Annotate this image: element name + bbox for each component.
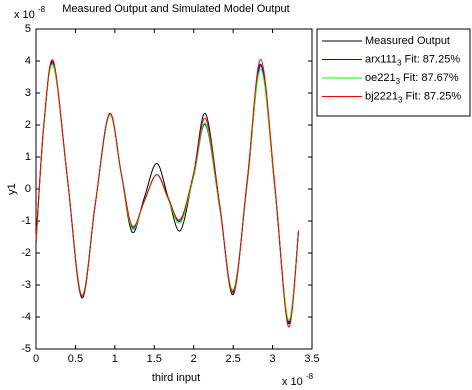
y-tick-label: -5 (21, 343, 31, 355)
series-line (35, 58, 300, 328)
x-tick-label: 2 (191, 353, 197, 365)
legend-label: Measured Output (365, 35, 450, 47)
legend-fit: Fit: 87.25% (406, 90, 462, 102)
y-tick-label: -4 (21, 311, 31, 323)
y-axis-label: y1 (6, 183, 18, 195)
x-multiplier: x 10 (282, 376, 303, 388)
x-tick-label: 3.5 (304, 353, 319, 365)
y-tick-label: 4 (25, 55, 31, 67)
y-exponent: -8 (38, 5, 46, 14)
legend-name: bj2221 (365, 90, 398, 102)
legend-subscript: 3 (396, 77, 401, 86)
legend-label: oe2213 Fit: 87.67% (365, 72, 459, 86)
y-tick-label: 1 (25, 151, 31, 163)
x-tick-label: 2.5 (225, 353, 240, 365)
y-tick-label: 0 (25, 183, 31, 195)
legend-name: oe221 (365, 72, 396, 84)
y-tick-label: -1 (21, 215, 31, 227)
x-tick-label: 0 (33, 353, 39, 365)
y-tick-label: -2 (21, 247, 31, 259)
y-tick-label: 5 (25, 23, 31, 35)
legend-subscript: 3 (398, 96, 403, 105)
chart-title: Measured Output and Simulated Model Outp… (62, 3, 289, 15)
legend-name: Measured Output (365, 35, 450, 47)
x-exponent: -8 (306, 372, 314, 381)
y-multiplier: x 10 (14, 9, 35, 21)
x-tick-label: 1.5 (147, 353, 162, 365)
legend-name: arx111 (365, 53, 397, 65)
x-tick-label: 3 (270, 353, 276, 365)
y-tick-label: 3 (25, 87, 31, 99)
legend-label: arx1113 Fit: 87.25% (365, 53, 460, 67)
legend-subscript: 3 (397, 59, 402, 68)
y-tick-label: -3 (21, 279, 31, 291)
legend-fit: Fit: 87.25% (404, 53, 460, 65)
legend-fit: Fit: 87.67% (403, 72, 459, 84)
legend-label: bj22213 Fit: 87.25% (365, 90, 461, 104)
plot-area (35, 28, 313, 350)
legend-box (316, 28, 471, 117)
y-tick-label: 2 (25, 119, 31, 131)
x-tick-label: 1 (112, 353, 118, 365)
x-axis-label: third input (152, 372, 200, 384)
x-tick-label: 0.5 (68, 353, 83, 365)
